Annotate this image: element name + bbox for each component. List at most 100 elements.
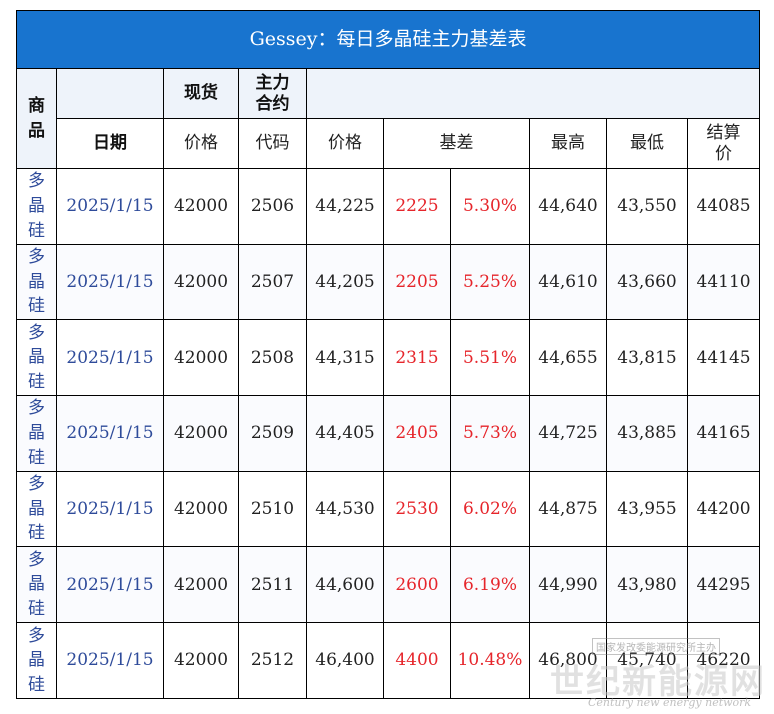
cell-product: 多晶硅 bbox=[16, 546, 57, 624]
cell-spot-price: 42000 bbox=[163, 546, 239, 624]
cell-date: 2025/1/15 bbox=[56, 546, 164, 624]
cell-basis-pct: 5.73% bbox=[450, 395, 530, 472]
cell-code: 2506 bbox=[238, 168, 307, 245]
cell-spot-price: 42000 bbox=[163, 470, 239, 548]
cell-settle: 46220 bbox=[686, 622, 761, 699]
header-row-2: 日期 价格 代码 价格 基差 最高 最低 结算价 bbox=[17, 118, 761, 169]
cell-low: 45,740 bbox=[606, 622, 688, 699]
header-settle: 结算价 bbox=[686, 118, 761, 169]
header-basis: 基差 bbox=[383, 118, 530, 169]
header-main-contract-label: 主力合约 bbox=[255, 73, 290, 114]
cell-contract-price: 44,405 bbox=[306, 395, 384, 472]
cell-basis: 2205 bbox=[383, 243, 451, 321]
cell-spot-price: 42000 bbox=[163, 319, 239, 397]
cell-basis-pct: 10.48% bbox=[450, 622, 530, 699]
header-row-1: 商品 现货 主力合约 bbox=[16, 68, 761, 169]
cell-basis: 2405 bbox=[383, 395, 451, 472]
cell-high: 44,990 bbox=[529, 546, 607, 624]
cell-product-label: 多晶硅 bbox=[28, 474, 45, 544]
table-row: 多晶硅 2025/1/15 42000 2512 46,400 4400 10.48% 46,… bbox=[16, 622, 761, 699]
header-spot: 现货 bbox=[163, 68, 239, 119]
cell-product-label: 多晶硅 bbox=[28, 625, 45, 695]
table-row: 多晶硅 2025/1/15 42000 2511 44,600 2600 6.19% 44,9… bbox=[16, 546, 761, 624]
cell-low: 43,885 bbox=[606, 395, 688, 472]
cell-basis-pct: 5.30% bbox=[450, 168, 530, 245]
cell-contract-price: 44,600 bbox=[306, 546, 384, 624]
cell-basis: 2225 bbox=[383, 168, 451, 245]
cell-spot-price: 42000 bbox=[163, 243, 239, 321]
cell-basis: 4400 bbox=[383, 622, 451, 699]
cell-high: 44,875 bbox=[529, 470, 607, 548]
cell-product: 多晶硅 bbox=[16, 243, 57, 321]
cell-product: 多晶硅 bbox=[16, 168, 57, 245]
header-product: 商品 bbox=[16, 68, 57, 169]
cell-basis: 2315 bbox=[383, 319, 451, 397]
cell-settle: 44085 bbox=[686, 168, 761, 245]
basis-table: Gessey：每日多晶硅主力基差表 商品 现货 主力合约 日期 价格 代码 价格… bbox=[15, 10, 761, 699]
cell-date: 2025/1/15 bbox=[56, 243, 164, 321]
cell-product: 多晶硅 bbox=[16, 319, 57, 397]
cell-basis-pct: 6.02% bbox=[450, 470, 530, 548]
cell-low: 43,660 bbox=[606, 243, 688, 321]
table-row: 多晶硅 2025/1/15 42000 2508 44,315 2315 5.51% 44,6… bbox=[16, 319, 761, 397]
table-row: 多晶硅 2025/1/15 42000 2510 44,530 2530 6.02% 44,8… bbox=[16, 470, 761, 548]
cell-code: 2507 bbox=[238, 243, 307, 321]
header-product-label: 商品 bbox=[28, 95, 45, 141]
cell-settle: 44110 bbox=[686, 243, 761, 321]
table-title: Gessey：每日多晶硅主力基差表 bbox=[15, 10, 761, 69]
cell-high: 46,800 bbox=[529, 622, 607, 699]
cell-date: 2025/1/15 bbox=[56, 168, 164, 245]
cell-high: 44,610 bbox=[529, 243, 607, 321]
cell-spot-price: 42000 bbox=[163, 622, 239, 699]
cell-product-label: 多晶硅 bbox=[28, 171, 45, 241]
cell-product: 多晶硅 bbox=[16, 622, 57, 699]
cell-high: 44,655 bbox=[529, 319, 607, 397]
cell-high: 44,725 bbox=[529, 395, 607, 472]
header-low: 最低 bbox=[606, 118, 688, 169]
cell-settle: 44295 bbox=[686, 546, 761, 624]
header-settle-label: 结算价 bbox=[706, 123, 741, 164]
cell-product-label: 多晶硅 bbox=[28, 322, 45, 393]
cell-contract-price: 44,315 bbox=[306, 319, 384, 397]
cell-code: 2509 bbox=[238, 395, 307, 472]
cell-date: 2025/1/15 bbox=[56, 395, 164, 472]
cell-basis: 2530 bbox=[383, 470, 451, 548]
cell-contract-price: 44,530 bbox=[306, 470, 384, 548]
cell-date: 2025/1/15 bbox=[56, 319, 164, 397]
cell-settle: 44200 bbox=[686, 470, 761, 548]
cell-low: 43,550 bbox=[606, 168, 688, 245]
cell-product-label: 多晶硅 bbox=[28, 247, 45, 317]
header-empty bbox=[305, 68, 761, 119]
cell-basis-pct: 6.19% bbox=[450, 546, 530, 624]
header-code: 代码 bbox=[238, 118, 307, 169]
cell-basis: 2600 bbox=[383, 546, 451, 624]
cell-contract-price: 44,225 bbox=[306, 168, 384, 245]
cell-basis-pct: 5.51% bbox=[450, 319, 530, 397]
cell-product: 多晶硅 bbox=[16, 470, 57, 548]
cell-spot-price: 42000 bbox=[163, 168, 239, 245]
cell-contract-price: 46,400 bbox=[306, 622, 384, 699]
cell-code: 2511 bbox=[238, 546, 307, 624]
table-row: 多晶硅 2025/1/15 42000 2507 44,205 2205 5.25% 44,6… bbox=[16, 243, 761, 321]
header-empty-date bbox=[56, 68, 164, 119]
cell-low: 43,980 bbox=[606, 546, 688, 624]
cell-low: 43,815 bbox=[606, 319, 688, 397]
cell-code: 2508 bbox=[238, 319, 307, 397]
header-date: 日期 bbox=[56, 118, 164, 169]
cell-high: 44,640 bbox=[529, 168, 607, 245]
cell-code: 2510 bbox=[238, 470, 307, 548]
cell-code: 2512 bbox=[238, 622, 307, 699]
cell-settle: 44165 bbox=[686, 395, 761, 472]
cell-basis-pct: 5.25% bbox=[450, 243, 530, 321]
cell-settle: 44145 bbox=[686, 319, 761, 397]
cell-spot-price: 42000 bbox=[163, 395, 239, 472]
cell-date: 2025/1/15 bbox=[56, 622, 164, 699]
header-high: 最高 bbox=[529, 118, 607, 169]
cell-product-label: 多晶硅 bbox=[28, 398, 45, 468]
header-main-contract: 主力合约 bbox=[238, 68, 307, 119]
table-row: 多晶硅 2025/1/15 42000 2509 44,405 2405 5.73% 44,7… bbox=[16, 395, 761, 472]
cell-contract-price: 44,205 bbox=[306, 243, 384, 321]
cell-date: 2025/1/15 bbox=[56, 470, 164, 548]
cell-low: 43,955 bbox=[606, 470, 688, 548]
cell-product-label: 多晶硅 bbox=[28, 549, 45, 620]
